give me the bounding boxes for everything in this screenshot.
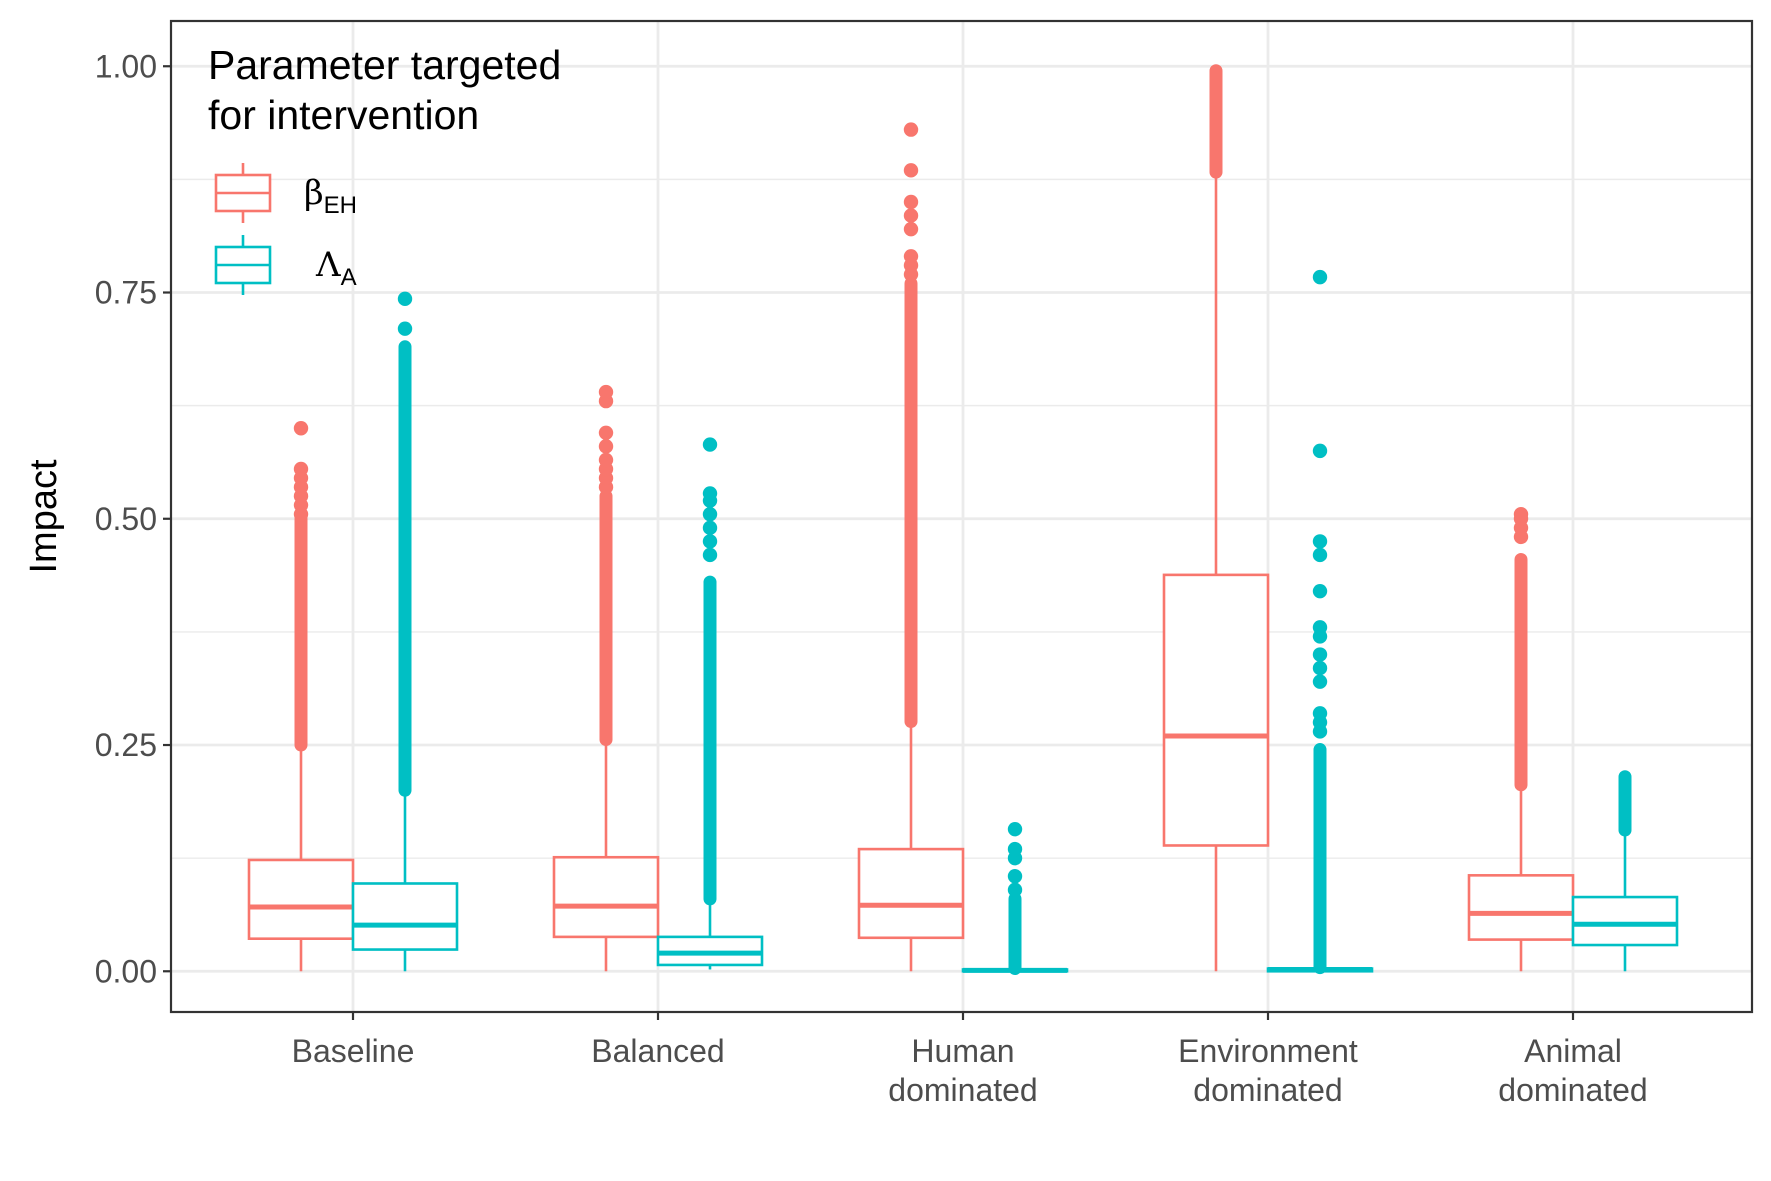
outlier-point xyxy=(702,486,718,501)
outlier-band xyxy=(599,489,613,747)
outlier-point xyxy=(1312,583,1328,599)
x-tick-label: Animal xyxy=(1524,1033,1622,1069)
box-A-2 xyxy=(961,821,1069,976)
outlier-point xyxy=(903,208,919,223)
outlier-point xyxy=(293,421,309,436)
box-iqr xyxy=(552,855,660,939)
outlier-point xyxy=(1312,547,1328,563)
outlier-point xyxy=(1007,841,1023,857)
legend-title: for intervention xyxy=(208,92,479,138)
box-iqr xyxy=(247,858,355,940)
legend-symbol: Λ xyxy=(315,245,341,285)
outlier-point xyxy=(1312,534,1328,549)
y-tick-label: 0.25 xyxy=(95,727,157,763)
boxes-layer xyxy=(247,64,1679,976)
outlier-point xyxy=(598,425,614,440)
outlier-band xyxy=(1313,743,1327,975)
x-axis: Baseline Balanced HumandominatedEnvironmen… xyxy=(292,1012,1648,1108)
outlier-point xyxy=(397,321,413,336)
legend-label: βEH xyxy=(304,173,357,219)
outlier-band xyxy=(703,575,717,906)
outlier-point xyxy=(1312,443,1328,459)
box-EH-0 xyxy=(247,421,355,972)
box-EH-1 xyxy=(552,384,660,972)
outlier-point xyxy=(1007,869,1023,884)
outlier-point xyxy=(903,163,919,178)
outlier-band xyxy=(398,340,412,797)
outlier-point xyxy=(702,520,718,536)
outlier-point xyxy=(1312,706,1328,721)
legend-symbol: β xyxy=(304,173,324,213)
box-EH-4 xyxy=(1467,507,1575,972)
outlier-point xyxy=(1513,507,1529,522)
outlier-point xyxy=(702,437,718,452)
outlier-point xyxy=(1312,660,1328,676)
outlier-point xyxy=(598,384,614,400)
outlier-point xyxy=(903,249,919,264)
box-A-1 xyxy=(656,437,764,970)
outlier-point xyxy=(293,461,309,477)
grid-lines xyxy=(171,21,1752,1012)
x-tick-label: Human xyxy=(911,1033,1014,1069)
legend-subscript: A xyxy=(341,264,357,291)
box-A-4 xyxy=(1571,770,1679,972)
outlier-point xyxy=(702,547,718,563)
box-iqr xyxy=(351,882,459,951)
y-tick-label: 0.00 xyxy=(95,953,157,989)
legend-title: Parameter targeted xyxy=(208,42,561,88)
y-tick-label: 1.00 xyxy=(95,48,157,84)
outlier-point xyxy=(702,534,718,549)
x-tick-label: Environment xyxy=(1178,1033,1358,1069)
outlier-point xyxy=(903,221,919,237)
outlier-point xyxy=(903,122,919,137)
outlier-band xyxy=(1008,892,1022,976)
x-tick-label: dominated xyxy=(888,1072,1037,1108)
outlier-band xyxy=(1618,770,1632,837)
box-EH-2 xyxy=(857,122,965,972)
outlier-point xyxy=(1312,647,1328,662)
outlier-point xyxy=(598,452,614,468)
legend-key-A xyxy=(214,235,272,295)
legend-subscript: EH xyxy=(324,192,357,219)
outlier-band xyxy=(294,512,308,752)
box-iqr xyxy=(1467,874,1575,941)
outlier-point xyxy=(1007,821,1023,837)
x-tick-label: dominated xyxy=(1498,1072,1647,1108)
box-iqr xyxy=(1162,573,1270,847)
outlier-point xyxy=(1007,882,1023,898)
x-tick-label: Balanced xyxy=(591,1033,724,1069)
outlier-point xyxy=(1312,620,1328,635)
outlier-band xyxy=(1514,552,1528,792)
outlier-point xyxy=(397,291,413,307)
box-A-3 xyxy=(1266,269,1374,975)
box-A-0 xyxy=(351,291,459,972)
box-iqr xyxy=(857,847,965,940)
outlier-band xyxy=(904,276,918,728)
x-tick-label: dominated xyxy=(1193,1072,1342,1108)
x-tick-label: Baseline xyxy=(292,1033,415,1069)
outlier-band xyxy=(1209,64,1223,179)
legend-key-EH xyxy=(214,163,272,223)
outlier-point xyxy=(1312,674,1328,689)
y-axis: 0.00 0.25 0.50 0.75 1.00 xyxy=(95,48,171,989)
outlier-point xyxy=(1312,269,1328,285)
box-EH-3 xyxy=(1162,64,1270,972)
y-axis-title: Impact xyxy=(23,459,65,573)
legend-label: ΛA xyxy=(315,245,357,291)
y-tick-label: 0.75 xyxy=(95,275,157,311)
y-tick-label: 0.50 xyxy=(95,501,157,537)
panel-border xyxy=(169,19,1754,1014)
outlier-point xyxy=(903,194,919,210)
outlier-point xyxy=(702,507,718,522)
box-iqr xyxy=(1571,895,1679,947)
outlier-point xyxy=(598,439,614,454)
